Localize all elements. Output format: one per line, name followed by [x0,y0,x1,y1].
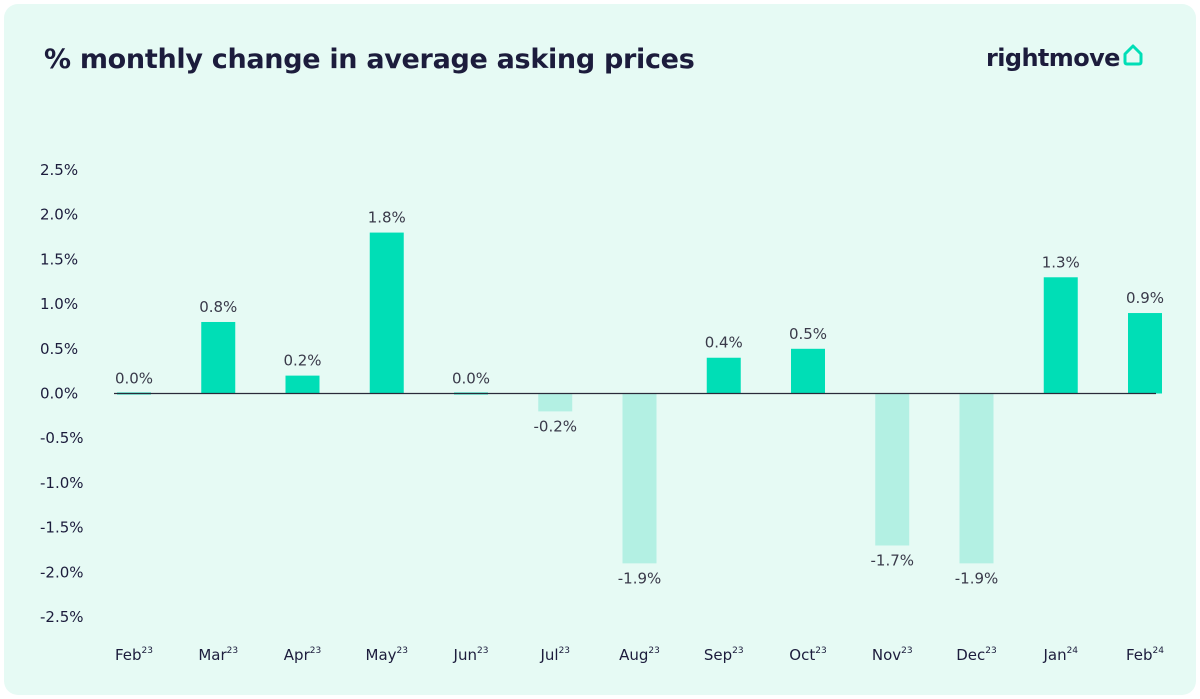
y-tick-label: 1.0% [40,295,78,313]
chart-title: % monthly change in average asking price… [44,44,695,75]
data-label: -0.2% [533,417,577,435]
data-label: 1.8% [368,209,406,227]
data-label: 0.4% [705,334,743,352]
y-tick-label: -2.0% [40,563,84,581]
bar [791,348,825,394]
data-label: -1.9% [955,569,999,587]
x-tick-label: May23 [366,646,408,664]
y-tick-label: 1.5% [40,250,78,268]
brand-name: rightmove [986,44,1120,72]
house-outline-icon [1122,42,1144,70]
bar [875,393,910,546]
bar [1128,313,1162,394]
x-tick-label: Nov23 [872,646,913,664]
bar [201,321,236,394]
x-tick-label: Sep23 [704,646,744,664]
y-tick-label: 2.0% [40,206,78,224]
y-tick-label: 0.0% [40,385,78,403]
x-tick-label: Feb23 [115,646,153,664]
y-tick-label: -1.5% [40,519,84,537]
x-tick-label: Dec23 [956,646,996,664]
y-tick-label: -1.0% [40,474,84,492]
bar [369,232,404,394]
bar [285,375,320,394]
bar [538,393,573,412]
x-tick-label: Feb24 [1126,646,1164,664]
data-label: -1.9% [618,569,662,587]
y-tick-label: 2.5% [40,161,78,179]
bar [1043,277,1078,394]
bar [706,357,741,394]
x-tick-label: Jan24 [1042,646,1078,664]
y-tick-label: -0.5% [40,429,84,447]
rightmove-logo: rightmove [986,44,1144,84]
data-label: 0.8% [199,298,237,316]
data-label: 1.3% [1042,253,1080,271]
data-label: -1.7% [870,551,914,569]
data-label: 0.9% [1126,289,1164,307]
data-label: 0.5% [789,325,827,343]
bar [959,393,994,564]
x-tick-label: Oct23 [789,646,826,664]
bar [622,393,657,564]
x-tick-label: Mar23 [198,646,238,664]
y-tick-label: 0.5% [40,340,78,358]
x-tick-label: Jul23 [539,646,570,664]
data-label: 0.0% [115,370,153,388]
x-tick-label: Apr23 [284,646,321,664]
x-tick-label: Aug23 [619,646,660,664]
y-tick-label: -2.5% [40,608,84,626]
x-tick-label: Jun23 [453,646,489,664]
data-label: 0.2% [283,352,321,370]
data-label: 0.0% [452,370,490,388]
